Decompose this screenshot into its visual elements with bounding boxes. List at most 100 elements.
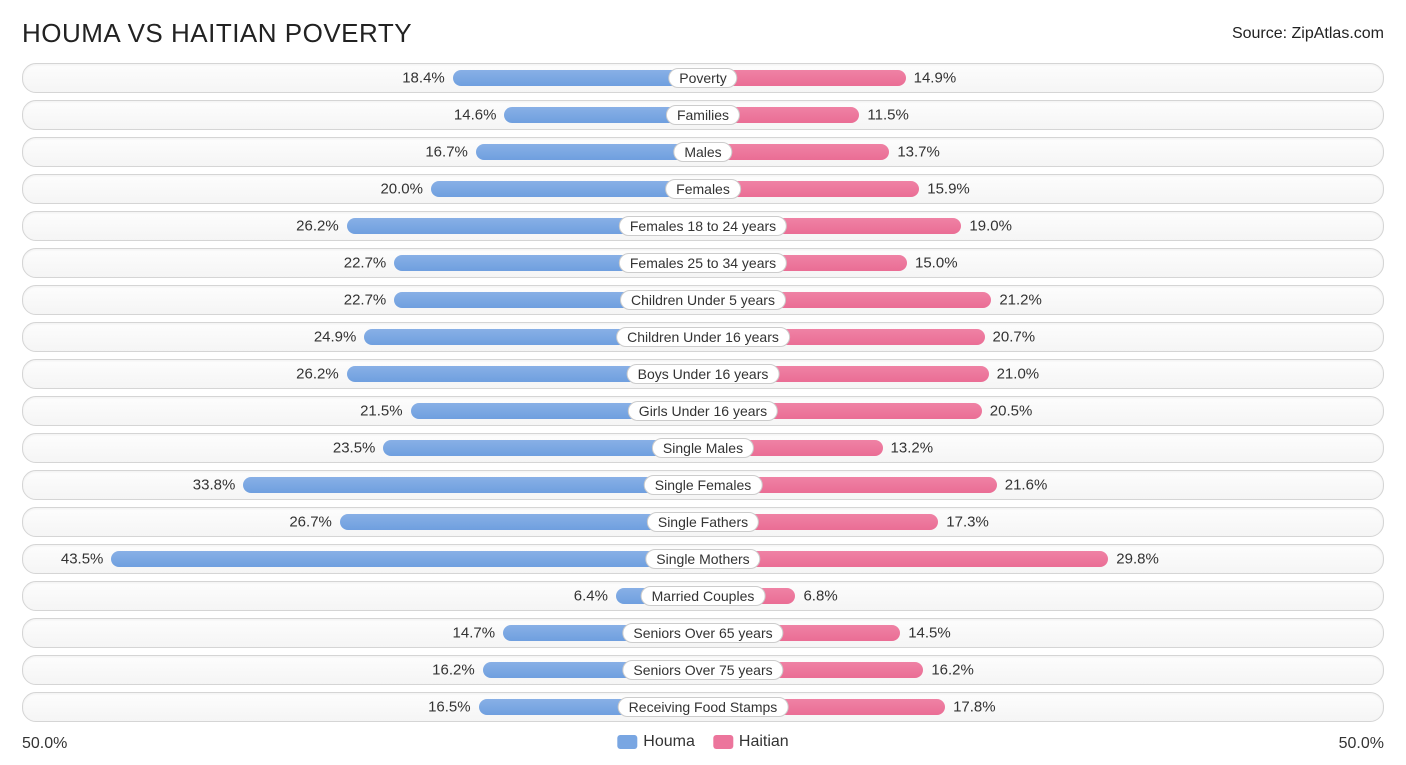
- row-right-half: 29.8%: [703, 545, 1383, 573]
- category-pill: Boys Under 16 years: [627, 364, 780, 384]
- row-right-half: 20.7%: [703, 323, 1383, 351]
- value-right: 19.0%: [969, 218, 1012, 235]
- row-left-half: 18.4%: [23, 64, 703, 92]
- row-right-half: 13.7%: [703, 138, 1383, 166]
- bar-left: [111, 551, 703, 567]
- category-pill: Married Couples: [641, 586, 766, 606]
- category-pill: Seniors Over 65 years: [622, 623, 783, 643]
- category-pill: Females 18 to 24 years: [619, 216, 787, 236]
- chart-row: 6.4% 6.8% Married Couples: [22, 581, 1384, 611]
- row-left-half: 22.7%: [23, 286, 703, 314]
- row-left-half: 23.5%: [23, 434, 703, 462]
- row-right-half: 11.5%: [703, 101, 1383, 129]
- bar-left: [476, 144, 703, 160]
- row-left-half: 16.5%: [23, 693, 703, 721]
- chart-row: 21.5% 20.5% Girls Under 16 years: [22, 396, 1384, 426]
- row-right-half: 15.9%: [703, 175, 1383, 203]
- value-right: 14.9%: [914, 70, 957, 87]
- row-left-half: 26.7%: [23, 508, 703, 536]
- category-pill: Males: [673, 142, 732, 162]
- value-left: 14.7%: [453, 625, 496, 642]
- category-pill: Children Under 16 years: [616, 327, 790, 347]
- row-left-half: 22.7%: [23, 249, 703, 277]
- category-pill: Families: [666, 105, 740, 125]
- chart-row: 16.5% 17.8% Receiving Food Stamps: [22, 692, 1384, 722]
- value-left: 24.9%: [314, 329, 357, 346]
- row-right-half: 17.8%: [703, 693, 1383, 721]
- value-left: 22.7%: [344, 292, 387, 309]
- source-attribution: Source: ZipAtlas.com: [1232, 25, 1384, 43]
- row-right-half: 13.2%: [703, 434, 1383, 462]
- chart-row: 33.8% 21.6% Single Females: [22, 470, 1384, 500]
- value-right: 13.2%: [891, 440, 934, 457]
- chart-row: 18.4% 14.9% Poverty: [22, 63, 1384, 93]
- value-left: 23.5%: [333, 440, 376, 457]
- legend-swatch-right: [713, 735, 733, 749]
- legend-label-right: Haitian: [739, 733, 789, 751]
- value-right: 6.8%: [803, 588, 837, 605]
- value-left: 16.7%: [425, 144, 468, 161]
- value-right: 11.5%: [867, 107, 908, 124]
- category-pill: Girls Under 16 years: [628, 401, 778, 421]
- row-right-half: 6.8%: [703, 582, 1383, 610]
- bar-right: [703, 551, 1108, 567]
- legend-item-right: Haitian: [713, 733, 789, 751]
- category-pill: Single Females: [644, 475, 763, 495]
- row-left-half: 21.5%: [23, 397, 703, 425]
- chart-row: 22.7% 15.0% Females 25 to 34 years: [22, 248, 1384, 278]
- row-right-half: 21.6%: [703, 471, 1383, 499]
- value-left: 26.2%: [296, 366, 339, 383]
- value-left: 18.4%: [402, 70, 445, 87]
- category-pill: Females 25 to 34 years: [619, 253, 787, 273]
- value-left: 26.7%: [289, 514, 332, 531]
- value-left: 16.2%: [432, 662, 475, 679]
- legend: Houma Haitian: [617, 733, 788, 751]
- bar-left: [243, 477, 703, 493]
- row-left-half: 16.2%: [23, 656, 703, 684]
- row-left-half: 26.2%: [23, 212, 703, 240]
- chart-row: 24.9% 20.7% Children Under 16 years: [22, 322, 1384, 352]
- row-left-half: 14.6%: [23, 101, 703, 129]
- row-left-half: 16.7%: [23, 138, 703, 166]
- chart-row: 16.7% 13.7% Males: [22, 137, 1384, 167]
- row-right-half: 17.3%: [703, 508, 1383, 536]
- chart-row: 23.5% 13.2% Single Males: [22, 433, 1384, 463]
- value-left: 21.5%: [360, 403, 403, 420]
- row-right-half: 14.5%: [703, 619, 1383, 647]
- value-left: 22.7%: [344, 255, 387, 272]
- category-pill: Children Under 5 years: [620, 290, 786, 310]
- value-right: 21.2%: [999, 292, 1042, 309]
- category-pill: Seniors Over 75 years: [622, 660, 783, 680]
- row-left-half: 24.9%: [23, 323, 703, 351]
- axis-max-left: 50.0%: [22, 735, 67, 753]
- value-left: 14.6%: [454, 107, 497, 124]
- value-right: 15.9%: [927, 181, 970, 198]
- value-right: 13.7%: [897, 144, 940, 161]
- row-right-half: 19.0%: [703, 212, 1383, 240]
- category-pill: Poverty: [668, 68, 737, 88]
- category-pill: Females: [665, 179, 741, 199]
- value-left: 43.5%: [61, 551, 104, 568]
- row-left-half: 26.2%: [23, 360, 703, 388]
- row-left-half: 6.4%: [23, 582, 703, 610]
- value-right: 14.5%: [908, 625, 951, 642]
- value-left: 16.5%: [428, 699, 471, 716]
- row-right-half: 21.0%: [703, 360, 1383, 388]
- category-pill: Single Males: [652, 438, 754, 458]
- axis-max-right: 50.0%: [1339, 735, 1384, 753]
- legend-label-left: Houma: [643, 733, 695, 751]
- value-left: 26.2%: [296, 218, 339, 235]
- category-pill: Receiving Food Stamps: [618, 697, 789, 717]
- row-right-half: 15.0%: [703, 249, 1383, 277]
- legend-swatch-left: [617, 735, 637, 749]
- chart-row: 26.2% 19.0% Females 18 to 24 years: [22, 211, 1384, 241]
- bar-left: [453, 70, 703, 86]
- chart-title: HOUMA VS HAITIAN POVERTY: [22, 18, 412, 49]
- row-left-half: 20.0%: [23, 175, 703, 203]
- value-left: 33.8%: [193, 477, 236, 494]
- legend-item-left: Houma: [617, 733, 695, 751]
- row-right-half: 14.9%: [703, 64, 1383, 92]
- diverging-bar-chart: 18.4% 14.9% Poverty 14.6% 11.5% Families…: [0, 63, 1406, 722]
- chart-row: 22.7% 21.2% Children Under 5 years: [22, 285, 1384, 315]
- row-left-half: 14.7%: [23, 619, 703, 647]
